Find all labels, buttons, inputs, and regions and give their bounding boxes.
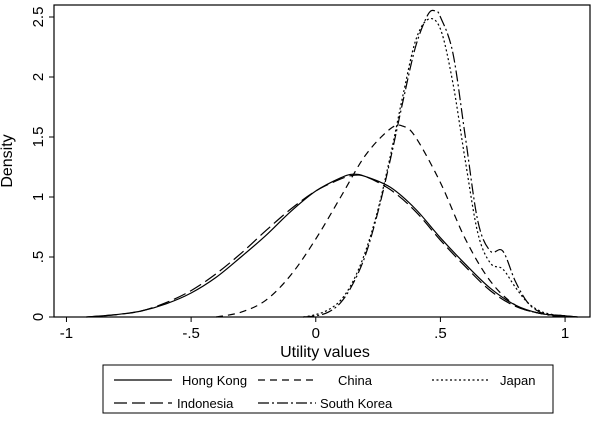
y-tick-label: 1.5 — [30, 127, 47, 148]
plot-area-border — [53, 4, 591, 318]
series-line-indonesia — [86, 174, 578, 318]
y-tick-label: 1 — [30, 193, 47, 201]
legend-label-hong-kong: Hong Kong — [182, 373, 247, 388]
y-axis-title: Density — [0, 134, 16, 187]
legend-box — [102, 364, 554, 414]
y-tick-label: 2.5 — [30, 7, 47, 28]
legend-label-south-korea: South Korea — [320, 396, 393, 411]
y-tick-label: 0 — [30, 313, 47, 321]
series-line-china — [215, 124, 566, 318]
plot-frame — [53, 4, 591, 318]
x-tick-label: 1 — [561, 325, 569, 342]
x-axis-title: Utility values — [280, 344, 370, 361]
legend: Hong Kong China Japan Indonesia South Korea — [102, 364, 554, 414]
x-tick-label: 0 — [312, 325, 320, 342]
axes-layer: -1 -.5 0 .5 1 0 .5 1 1.5 2 2.5 — [30, 7, 569, 342]
y-tick-label: 2 — [30, 73, 47, 81]
legend-label-indonesia: Indonesia — [177, 396, 234, 411]
x-tick-label: -.5 — [182, 325, 200, 342]
series-line-south-korea — [303, 9, 566, 318]
series-line-hong-kong — [86, 173, 578, 318]
y-tick-label: .5 — [30, 251, 47, 264]
x-tick-label: -1 — [60, 325, 73, 342]
legend-label-china: China — [338, 373, 373, 388]
series-line-japan — [303, 17, 566, 318]
legend-label-japan: Japan — [500, 373, 535, 388]
series-layer — [86, 9, 578, 318]
x-tick-label: .5 — [434, 325, 447, 342]
